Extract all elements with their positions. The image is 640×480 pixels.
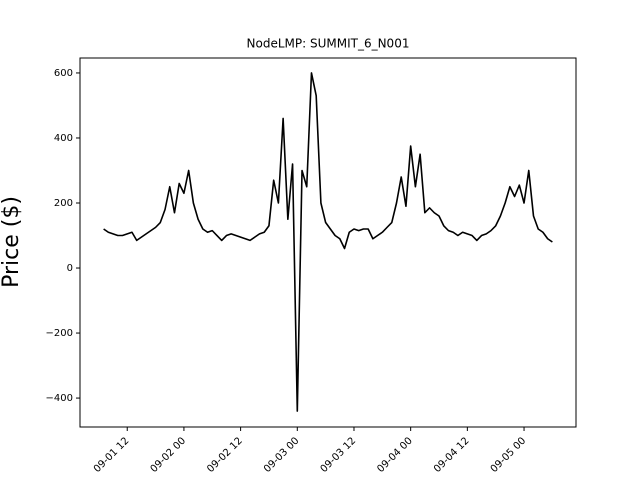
y-tick-label: 400 [54, 133, 73, 144]
y-tick-label: 0 [67, 263, 73, 274]
x-tick-label: 09-02 12 [205, 435, 245, 475]
y-tick-label: −400 [46, 393, 73, 404]
plot-frame [79, 57, 577, 428]
y-axis-label: Price ($) [0, 196, 24, 288]
x-tick-label: 09-03 00 [262, 435, 302, 475]
x-tick-label: 09-01 12 [92, 435, 132, 475]
x-tick-label: 09-02 00 [149, 435, 189, 475]
chart-title: NodeLMP: SUMMIT_6_N001 [247, 37, 410, 51]
x-tick-label: 09-04 12 [432, 435, 472, 475]
x-tick-label: 09-05 00 [489, 435, 529, 475]
x-tick-label: 09-04 00 [375, 435, 415, 475]
y-tick-label: 200 [54, 198, 73, 209]
y-tick-label: −200 [46, 328, 73, 339]
line-series [103, 72, 553, 412]
x-tick-label: 09-03 12 [319, 435, 359, 475]
y-tick-label: 600 [54, 68, 73, 79]
